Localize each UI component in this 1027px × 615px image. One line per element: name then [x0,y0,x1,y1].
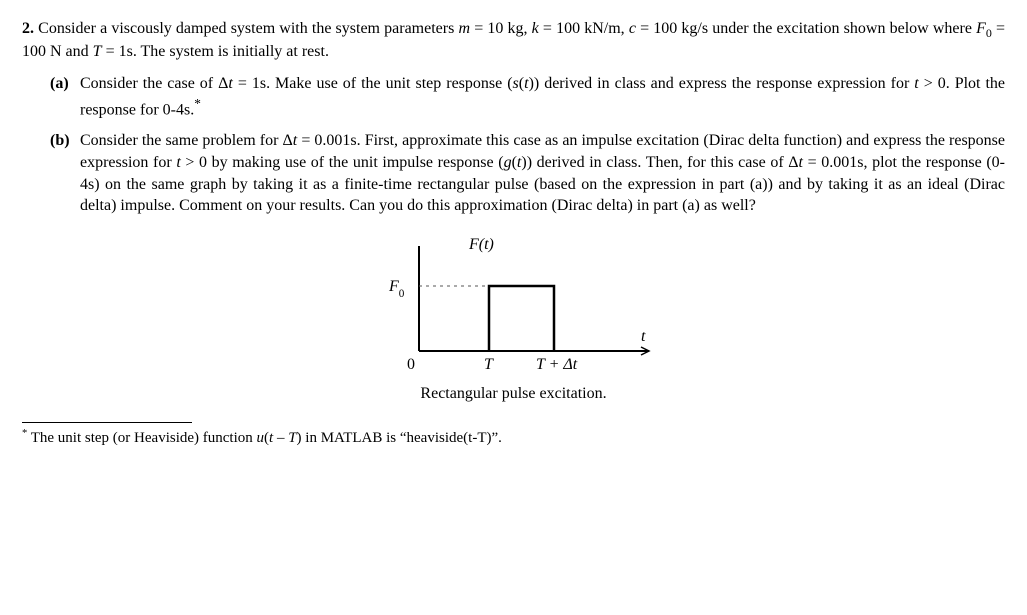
figure-caption: Rectangular pulse excitation. [420,383,606,405]
svg-text:T + Δt: T + Δt [536,356,578,373]
pulse-figure: F(t) F0 t 0 T T + Δt [364,231,664,381]
problem-intro: 2. Consider a viscously damped system wi… [22,18,1005,63]
part-a: (a) Consider the case of Δt = 1s. Make u… [50,73,1005,121]
footnote-rule [22,422,192,423]
footnote: * The unit step (or Heaviside) function … [22,427,1005,448]
svg-text:t: t [641,328,646,345]
footnote-star: * [22,428,27,439]
svg-text:0: 0 [407,356,415,373]
part-a-body: Consider the case of Δt = 1s. Make use o… [80,73,1005,121]
figure-wrap: F(t) F0 t 0 T T + Δt Rectangular pulse excita… [22,231,1005,405]
svg-text:F0: F0 [388,278,405,300]
part-b-body: Consider the same problem for Δt = 0.001… [80,130,1005,216]
part-b: (b) Consider the same problem for Δt = 0… [50,130,1005,216]
footnote-text: The unit step (or Heaviside) function u(… [31,430,502,446]
part-b-label: (b) [50,130,80,216]
svg-text:T: T [484,356,494,373]
problem-number: 2. [22,20,34,37]
svg-text:F(t): F(t) [468,236,494,253]
problem-intro-text: Consider a viscously damped system with … [22,20,1005,60]
part-a-label: (a) [50,73,80,121]
